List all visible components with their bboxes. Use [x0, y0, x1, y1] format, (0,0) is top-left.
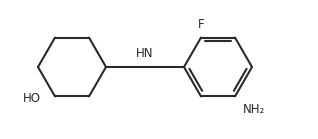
Text: F: F	[198, 18, 204, 31]
Text: NH₂: NH₂	[243, 103, 265, 116]
Text: HN: HN	[136, 47, 154, 60]
Text: HO: HO	[23, 92, 41, 105]
